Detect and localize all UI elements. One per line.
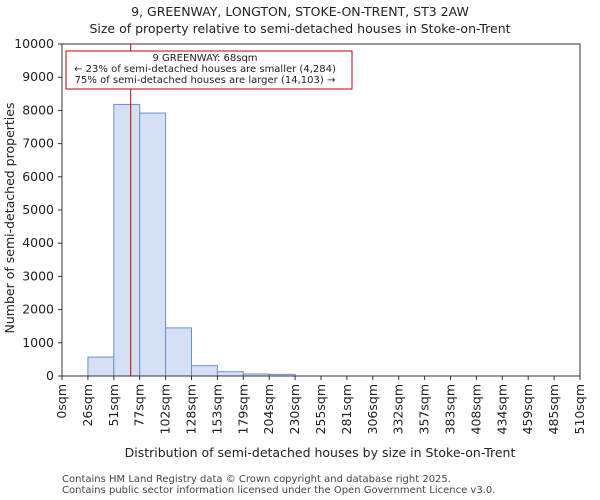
x-tick-label: 153sqm — [209, 384, 224, 434]
bars — [87, 103, 296, 377]
x-axis-label: Distribution of semi-detached houses by … — [125, 445, 516, 460]
x-tick-label: 459sqm — [520, 384, 535, 434]
y-tick-label: 10000 — [14, 36, 54, 51]
bar-77sqm — [139, 112, 167, 377]
annotation-line-1: 9 GREENWAY: 68sqm — [152, 53, 257, 64]
x-tick-label: 332sqm — [391, 384, 406, 434]
x-tick-label: 0sqm — [54, 384, 69, 419]
x-tick-label: 26sqm — [80, 384, 95, 427]
x-tick-label: 357sqm — [417, 384, 432, 434]
x-tick-label: 281sqm — [339, 384, 354, 434]
chart-subtitle: Size of property relative to semi-detach… — [89, 21, 510, 36]
x-tick-label: 230sqm — [287, 384, 302, 434]
y-tick-label: 7000 — [22, 136, 54, 151]
bar-102sqm — [165, 327, 193, 377]
y-axis: 0 1000 2000 3000 4000 5000 6000 7000 8000 9000 100… — [14, 36, 62, 383]
annotation-box: 9 GREENWAY: 68sqm ← 23% of semi-detached… — [65, 50, 353, 90]
y-tick-label: 9000 — [22, 69, 54, 84]
y-tick-label: 3000 — [22, 268, 54, 283]
x-tick-label: 51sqm — [106, 384, 121, 427]
x-tick-label: 102sqm — [158, 384, 173, 434]
x-tick-label: 408sqm — [468, 384, 483, 434]
annotation-line-3: 75% of semi-detached houses are larger (… — [75, 75, 336, 86]
x-tick-label: 128sqm — [184, 384, 199, 434]
footer-licence: Contains public sector information licen… — [62, 485, 496, 496]
y-tick-label: 8000 — [22, 102, 54, 117]
bar-51sqm — [113, 103, 141, 377]
bar-26sqm — [87, 356, 115, 377]
x-axis: 0sqm 26sqm 51sqm 77sqm 102sqm 128sqm 153sqm 179… — [54, 376, 587, 434]
x-tick-label: 306sqm — [365, 384, 380, 434]
annotation-line-2: ← 23% of semi-detached houses are smalle… — [74, 64, 336, 75]
y-tick-label: 5000 — [22, 202, 54, 217]
plot-frame — [61, 43, 581, 377]
bar-128sqm — [191, 365, 218, 377]
x-tick-label: 485sqm — [546, 384, 561, 434]
x-tick-label: 434sqm — [494, 384, 509, 434]
y-tick-label: 4000 — [22, 235, 54, 250]
x-tick-label: 179sqm — [235, 384, 250, 434]
y-tick-label: 6000 — [22, 169, 54, 184]
footer-copyright: Contains HM Land Registry data © Crown c… — [62, 474, 451, 485]
x-tick-label: 204sqm — [261, 384, 276, 434]
y-tick-label: 2000 — [22, 302, 54, 317]
bar-153sqm — [216, 371, 244, 377]
x-tick-label: 77sqm — [132, 384, 147, 427]
x-tick-label: 383sqm — [443, 384, 458, 434]
chart-title: 9, GREENWAY, LONGTON, STOKE-ON-TRENT, ST… — [131, 4, 469, 19]
x-tick-label: 255sqm — [313, 384, 328, 434]
x-tick-label: 510sqm — [572, 384, 587, 434]
y-tick-label: 0 — [46, 368, 54, 383]
y-tick-label: 1000 — [22, 335, 54, 350]
y-axis-label: Number of semi-detached properties — [2, 103, 17, 334]
